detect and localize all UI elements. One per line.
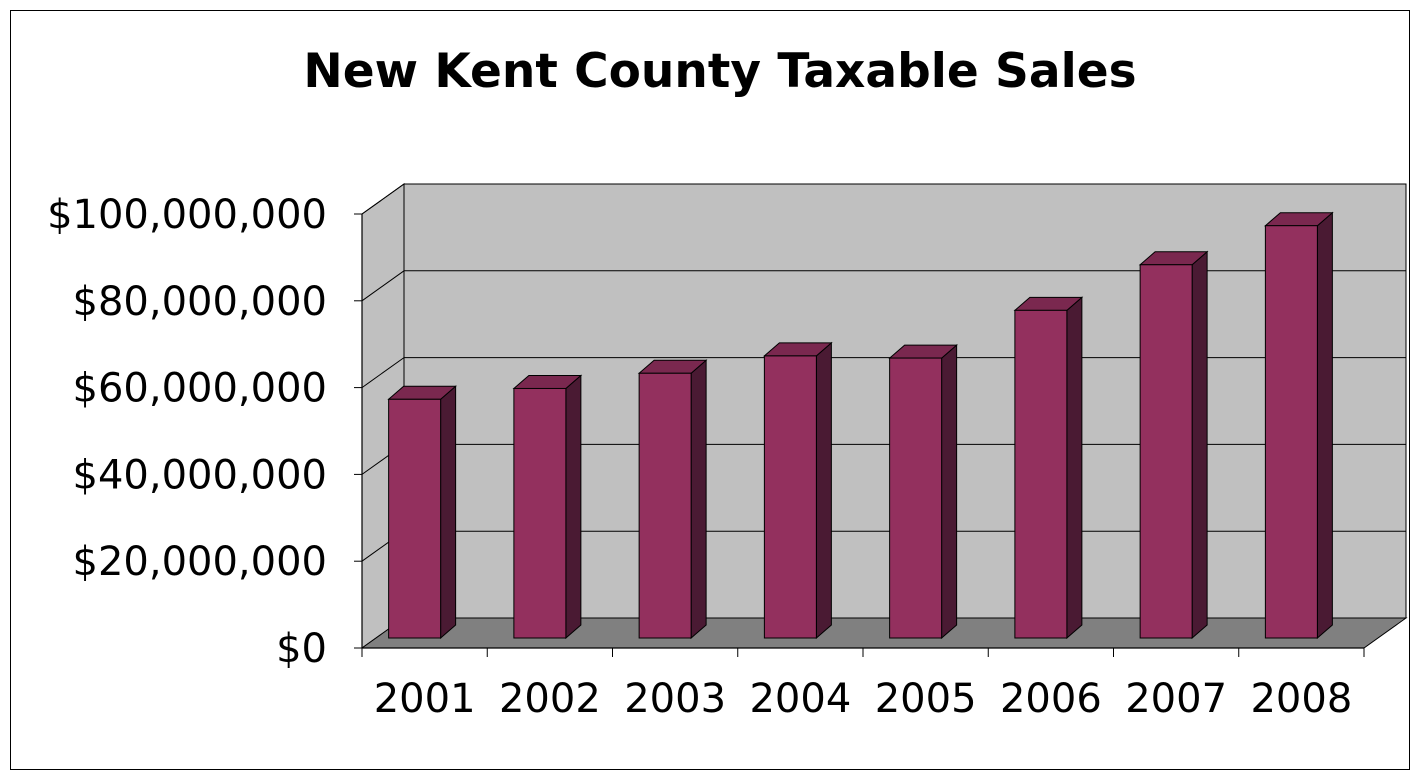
x-tick-label: 2001 — [374, 676, 476, 722]
bar-front — [638, 372, 692, 639]
bar-front — [513, 387, 567, 639]
x-tick-label: 2006 — [1000, 676, 1102, 722]
x-tick-label: 2007 — [1125, 676, 1227, 722]
bar — [512, 374, 583, 640]
bar — [637, 359, 708, 640]
bar — [1013, 296, 1084, 640]
bar-side — [1066, 296, 1083, 640]
x-tick-label: 2004 — [749, 676, 851, 722]
gridline-side — [361, 183, 405, 215]
gridline-side — [361, 357, 405, 389]
bar-front — [1139, 264, 1193, 639]
bar — [888, 343, 958, 640]
bar-front — [1264, 225, 1318, 639]
bar — [763, 341, 833, 640]
x-tick-label: 2003 — [624, 676, 726, 722]
bar-front — [388, 398, 442, 639]
bar-front — [763, 355, 817, 639]
gridline-side — [361, 270, 405, 302]
bar-front — [1014, 309, 1068, 639]
x-tick-label: 2002 — [499, 676, 601, 722]
bar-side — [1191, 250, 1208, 640]
bar — [387, 385, 457, 640]
bar-side — [565, 374, 582, 640]
y-tick-label: $20,000,000 — [73, 539, 327, 585]
bar-side — [1316, 211, 1333, 640]
bar-side — [815, 341, 832, 640]
bar-front — [889, 357, 943, 639]
bar-side — [690, 359, 707, 640]
x-tick-label: 2005 — [875, 676, 977, 722]
bar-side — [941, 343, 958, 640]
x-tick-label: 2008 — [1250, 676, 1352, 722]
y-tick-label: $80,000,000 — [73, 279, 327, 325]
y-tick-label: $40,000,000 — [73, 452, 327, 498]
y-tick-label: $0 — [276, 626, 327, 672]
y-tick-label: $100,000,000 — [47, 192, 327, 238]
bar-side — [440, 385, 457, 640]
chart-title: New Kent County Taxable Sales — [303, 44, 1137, 99]
bar — [1138, 250, 1209, 640]
bar — [1264, 211, 1334, 640]
y-tick-label: $60,000,000 — [73, 366, 327, 412]
